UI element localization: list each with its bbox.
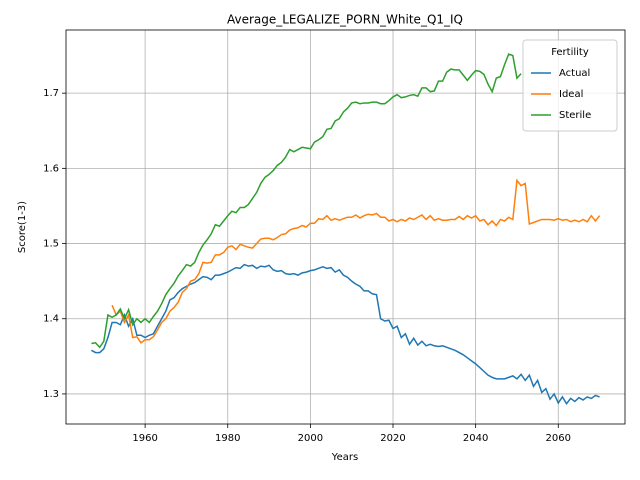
x-tick-label: 1980 — [215, 433, 240, 444]
x-tick-label: 2060 — [546, 433, 571, 444]
legend-title: Fertility — [551, 47, 589, 58]
y-tick-label: 1.7 — [43, 88, 59, 99]
y-tick-label: 1.4 — [43, 314, 59, 325]
x-axis-label: Years — [331, 452, 358, 463]
x-tick-label: 2020 — [380, 433, 405, 444]
line-series — [91, 263, 600, 406]
chart-title: Average_LEGALIZE_PORN_White_Q1_IQ — [227, 13, 463, 27]
legend-label: Ideal — [559, 89, 583, 100]
y-tick-label: 1.6 — [43, 163, 59, 174]
plot-frame — [65, 29, 626, 425]
x-tick-label: 2000 — [298, 433, 323, 444]
x-tick-label: 1960 — [132, 433, 157, 444]
legend-box — [522, 39, 618, 132]
legend-label: Sterile — [559, 110, 591, 121]
x-tick-label: 2040 — [463, 433, 488, 444]
y-tick-label: 1.3 — [43, 389, 59, 400]
line-series — [111, 178, 601, 344]
line-series — [91, 53, 522, 349]
legend-label: Actual — [559, 68, 590, 79]
y-tick-label: 1.5 — [43, 239, 59, 250]
legend: Fertility Actual Ideal Sterile — [522, 39, 618, 132]
y-axis-label: Score(1-3) — [17, 201, 28, 253]
